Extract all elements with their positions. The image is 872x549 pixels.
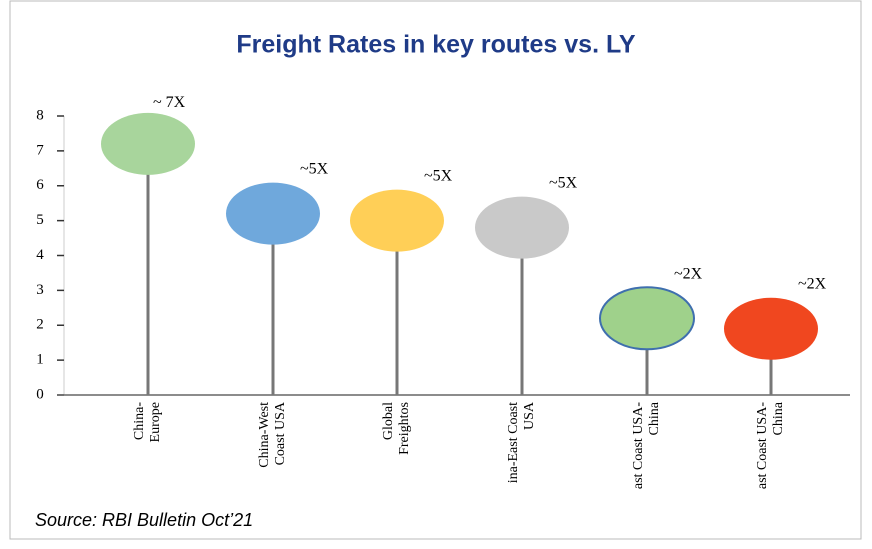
x-tick-label-line: Global — [381, 402, 396, 440]
x-tick-label-line: Europe — [148, 402, 163, 442]
bubble — [226, 182, 320, 245]
y-tick-label: 5 — [36, 212, 44, 228]
y-tick-label: 7 — [36, 142, 44, 158]
x-tick-label: China- Europe — [132, 402, 163, 443]
bubble — [599, 286, 695, 351]
x-tick-label: ast Coast USA- China — [755, 401, 786, 489]
x-tick-label-line: ast Coast USA- — [755, 402, 770, 489]
y-tick-label: 4 — [36, 247, 44, 263]
y-tick-label: 1 — [36, 352, 44, 368]
y-tick-label: 0 — [36, 386, 44, 402]
annotation: ~5X — [424, 168, 453, 185]
chart-title: Freight Rates in key routes vs. LY — [236, 31, 636, 59]
annotation: ~2X — [798, 276, 827, 293]
x-tick-label: ina-East Coast USA — [506, 401, 537, 483]
x-tick-label: China-West Coast USA — [257, 401, 288, 468]
annotation: ~5X — [300, 161, 329, 178]
x-tick-label-line: Coast USA — [273, 401, 288, 465]
annotation: ~5X — [549, 175, 578, 192]
y-tick-label: 2 — [36, 317, 44, 333]
annotation: ~ 7X — [153, 94, 186, 111]
x-tick-label: ast Coast USA- China — [631, 401, 662, 489]
bubble — [475, 196, 569, 259]
bubble — [350, 189, 444, 252]
x-tick-label-line: China- — [132, 402, 147, 440]
x-tick-label: Global Freightos — [381, 402, 412, 455]
x-tick-label-line: China — [647, 401, 662, 435]
x-tick-label-line: Freightos — [397, 402, 412, 455]
x-tick-label-line: ast Coast USA- — [631, 402, 646, 489]
x-tick-label-line: USA — [522, 401, 537, 430]
source: Source: RBI Bulletin Oct’21 — [35, 510, 253, 530]
x-tick-label-line: China-West — [257, 402, 272, 468]
frame — [9, 0, 862, 540]
annotation: ~2X — [674, 265, 703, 282]
bubble — [724, 297, 818, 360]
y-tick-label: 8 — [36, 107, 44, 123]
y-tick-label: 6 — [36, 177, 44, 193]
x-tick-label-line: ina-East Coast — [506, 402, 521, 483]
y-tick-label: 3 — [36, 282, 44, 298]
bubble — [101, 112, 195, 175]
x-tick-label-line: China — [771, 401, 786, 435]
